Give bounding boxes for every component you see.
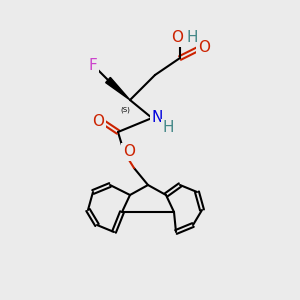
Text: (S): (S) [120, 107, 130, 113]
Text: N: N [151, 110, 163, 125]
Text: H: H [187, 31, 199, 46]
Text: O: O [171, 31, 183, 46]
Text: H: H [162, 121, 174, 136]
Text: O: O [198, 40, 210, 56]
Text: O: O [123, 145, 135, 160]
Text: O: O [92, 115, 104, 130]
Polygon shape [106, 77, 130, 100]
Text: F: F [88, 58, 98, 73]
